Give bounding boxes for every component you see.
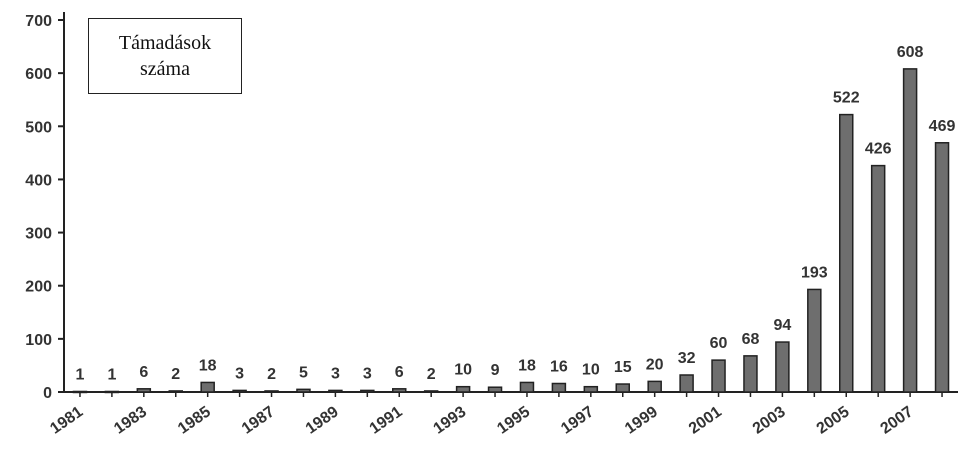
bar-1999 <box>647 380 662 393</box>
bar-1982 <box>104 390 120 394</box>
data-label-1988: 5 <box>299 364 308 381</box>
chart-title-box: Támadások száma <box>88 18 242 94</box>
data-label-1983: 6 <box>139 364 148 381</box>
data-label-2001: 60 <box>710 335 728 352</box>
x-tick-label: 1983 <box>111 403 150 437</box>
data-label-1987: 2 <box>267 366 276 383</box>
bar-1983 <box>136 388 152 393</box>
y-tick-label: 600 <box>25 66 52 83</box>
data-label-1995: 18 <box>518 357 536 374</box>
bar-2005 <box>839 113 854 393</box>
x-tick-label: 1987 <box>239 403 278 437</box>
y-axis: 0 100 200 300 400 500 600 700 <box>25 12 65 402</box>
x-tick-label: 1991 <box>367 403 406 437</box>
y-tick-label: 400 <box>25 172 52 189</box>
x-tick-label: 1989 <box>303 403 342 437</box>
data-label-2008: 469 <box>929 118 956 135</box>
y-tick-label: 500 <box>25 119 52 136</box>
bars <box>72 68 950 394</box>
bar-2000 <box>679 374 694 393</box>
data-label-1982: 1 <box>107 366 116 383</box>
x-axis: 1981 1983 1985 1987 1989 1991 1993 1995 1997 1999… <box>47 391 958 438</box>
bar-1993 <box>455 385 471 393</box>
y-tick-label: 300 <box>25 226 52 243</box>
chart-title-line-1: Támadások <box>118 32 212 54</box>
y-tick-label: 700 <box>25 13 52 30</box>
data-label-2006: 426 <box>865 141 892 158</box>
bar-2003 <box>775 341 790 393</box>
bar-1989 <box>328 389 343 393</box>
bar-1996 <box>551 382 567 393</box>
data-label-2003: 94 <box>773 317 791 334</box>
bar-1998 <box>615 383 630 393</box>
data-label-2005: 522 <box>833 90 860 107</box>
x-tick-label: 2007 <box>877 403 916 437</box>
bar-1994 <box>487 386 503 393</box>
data-label-1994: 9 <box>491 362 500 379</box>
bar-2007 <box>902 68 918 393</box>
data-label-2007: 608 <box>897 44 924 61</box>
data-label-1991: 6 <box>395 364 404 381</box>
x-tick-label: 1995 <box>494 403 533 437</box>
x-tick-label: 1985 <box>175 403 214 437</box>
x-tick-label: 1981 <box>47 403 86 437</box>
x-tick-label: 1993 <box>430 403 469 437</box>
data-label-1992: 2 <box>427 366 436 383</box>
data-label-2000: 32 <box>678 350 696 367</box>
data-label-1990: 3 <box>363 365 372 382</box>
bar-2002 <box>743 355 758 393</box>
y-tick-label: 100 <box>25 332 52 349</box>
data-label-1999: 20 <box>646 356 664 373</box>
data-label-1986: 3 <box>235 365 244 382</box>
bar-2001 <box>711 359 726 393</box>
x-tick-label: 2003 <box>750 403 789 437</box>
bar-1995 <box>519 381 535 393</box>
bar-1992 <box>423 390 439 393</box>
bar-1991 <box>392 388 407 393</box>
bar-1987 <box>264 390 279 393</box>
bar-1984 <box>168 390 183 393</box>
data-label-1989: 3 <box>331 365 340 382</box>
chart-title-line-2: száma <box>140 58 190 80</box>
data-label-1981: 1 <box>76 366 85 383</box>
data-label-1998: 15 <box>614 359 632 376</box>
data-label-1984: 2 <box>171 366 180 383</box>
bar-2008 <box>934 142 950 393</box>
data-label-2004: 193 <box>801 264 828 281</box>
bar-1985 <box>200 381 215 393</box>
bar-1988 <box>296 388 311 393</box>
bar-1981 <box>72 390 88 394</box>
data-label-1997: 10 <box>582 362 600 379</box>
bar-1997 <box>583 385 599 393</box>
x-tick-label: 2005 <box>814 403 853 437</box>
y-tick-label: 200 <box>25 279 52 296</box>
bar-1990 <box>360 389 375 393</box>
x-tick-label: 1997 <box>558 403 597 437</box>
bar-1986 <box>232 389 247 393</box>
bar-2006 <box>870 164 886 393</box>
x-tick-label: 1999 <box>622 403 661 437</box>
y-tick-label: 0 <box>43 385 52 402</box>
data-label-1985: 18 <box>199 357 217 374</box>
x-tick-label: 2001 <box>686 403 725 437</box>
bar-2004 <box>807 288 822 393</box>
data-label-1993: 10 <box>454 362 472 379</box>
data-label-2002: 68 <box>742 331 760 348</box>
data-label-1996: 16 <box>550 358 568 375</box>
